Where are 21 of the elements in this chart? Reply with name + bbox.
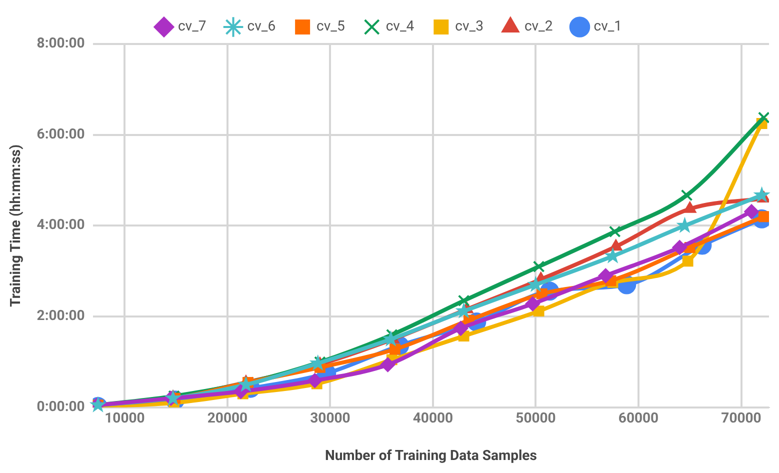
legend-label: cv_1 [594,18,622,34]
legend-label: cv_2 [524,18,553,34]
y-tick-label: 6:00:00 [36,126,85,142]
x-tick-label: 10000 [104,410,145,426]
x-tick-label: 70000 [721,410,762,426]
legend-label: cv_4 [386,18,414,34]
x-tick-label: 30000 [310,410,350,426]
y-tick-label: 8:00:00 [36,36,85,52]
y-tick-label: 0:00:00 [36,398,85,415]
legend-label: cv_6 [247,18,276,34]
legend-label: cv_3 [455,18,484,34]
legend-label: cv_5 [316,18,345,34]
x-tick-label: 20000 [207,410,248,426]
legend-label: cv_7 [178,18,206,34]
y-axis-title: Training Time (hh:mm:ss) [8,144,24,307]
x-tick-label: 40000 [412,410,454,426]
x-tick-label: 60000 [618,410,659,426]
y-tick-label: 4:00:00 [36,217,85,234]
y-tick-label: 2:00:00 [36,308,85,324]
x-tick-label: 50000 [516,410,556,426]
x-axis-title: Number of Training Data Samples [324,448,537,464]
